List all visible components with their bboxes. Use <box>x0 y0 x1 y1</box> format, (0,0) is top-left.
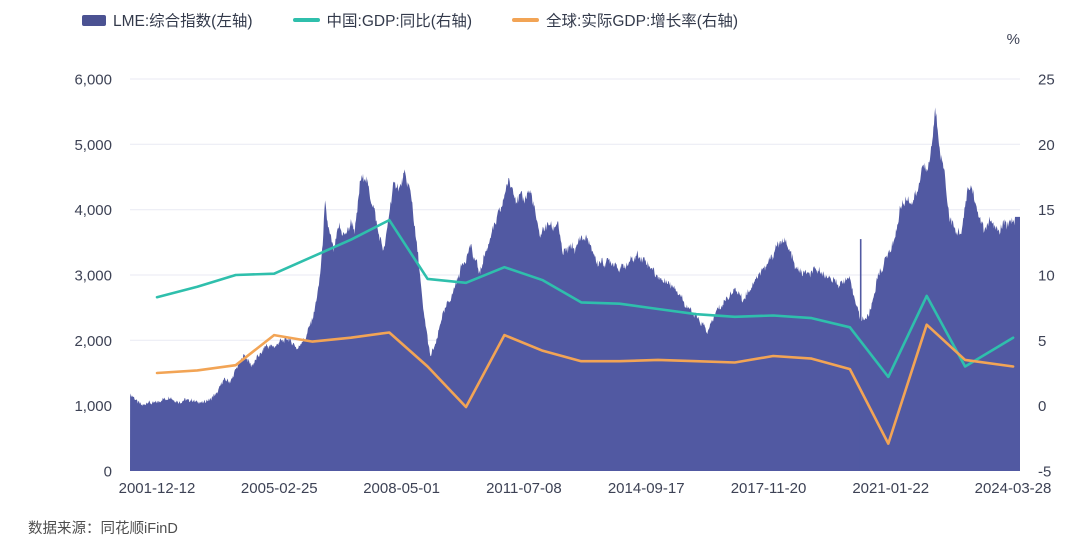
anomaly-spike <box>859 239 862 471</box>
legend: LME:综合指数(左轴) 中国:GDP:同比(右轴) 全球:实际GDP:增长率(… <box>82 9 738 31</box>
left-axis-tick-label: 3,000 <box>74 268 112 285</box>
x-axis-tick-label: 2024-03-28 <box>975 480 1052 497</box>
line-swatch-icon <box>292 18 320 22</box>
x-axis-tick-label: 2014-09-17 <box>608 480 685 497</box>
right-axis-tick-label: 10 <box>1038 268 1055 285</box>
legend-label: 中国:GDP:同比(右轴) <box>326 13 473 30</box>
line-swatch-icon <box>512 18 540 22</box>
x-axis-tick-label: 2021-01-22 <box>852 480 929 497</box>
right-axis-tick-label: 20 <box>1038 137 1055 154</box>
right-axis-tick-label: -5 <box>1038 464 1051 481</box>
legend-label: LME:综合指数(左轴) <box>113 13 253 30</box>
right-axis-unit-label: % <box>1006 31 1020 48</box>
left-axis-tick-label: 5,000 <box>74 137 112 154</box>
right-axis-tick-label: 25 <box>1038 72 1055 89</box>
lme-index-area-series <box>130 107 1020 472</box>
legend-item-lme-index[interactable]: LME:综合指数(左轴) <box>82 9 253 31</box>
left-axis-tick-label: 2,000 <box>74 333 112 350</box>
right-axis-tick-label: 0 <box>1038 398 1046 415</box>
x-axis-tick-label: 2011-07-08 <box>486 480 562 497</box>
right-axis-tick-label: 15 <box>1038 202 1055 219</box>
right-axis-tick-label: 5 <box>1038 333 1046 350</box>
left-axis-tick-label: 0 <box>104 464 112 481</box>
legend-label: 全球:实际GDP:增长率(右轴) <box>546 13 739 30</box>
legend-item-china-gdp[interactable]: 中国:GDP:同比(右轴) <box>292 9 473 31</box>
area-swatch-icon <box>82 14 106 26</box>
left-axis-tick-label: 6,000 <box>74 72 112 89</box>
china-gdp-line-series <box>155 218 1015 379</box>
x-axis-tick-label: 2017-11-20 <box>731 480 807 497</box>
x-axis-tick-label: 2005-02-25 <box>241 480 318 497</box>
x-axis-tick-label: 2008-05-01 <box>363 480 440 497</box>
left-axis-tick-label: 1,000 <box>74 398 112 415</box>
x-axis-tick-label: 2001-12-12 <box>119 480 196 497</box>
legend-item-global-gdp[interactable]: 全球:实际GDP:增长率(右轴) <box>512 9 738 31</box>
left-axis-tick-label: 4,000 <box>74 202 112 219</box>
data-source-note: 数据来源：同花顺iFinD <box>28 521 178 537</box>
global-gdp-line-series <box>155 323 1015 445</box>
